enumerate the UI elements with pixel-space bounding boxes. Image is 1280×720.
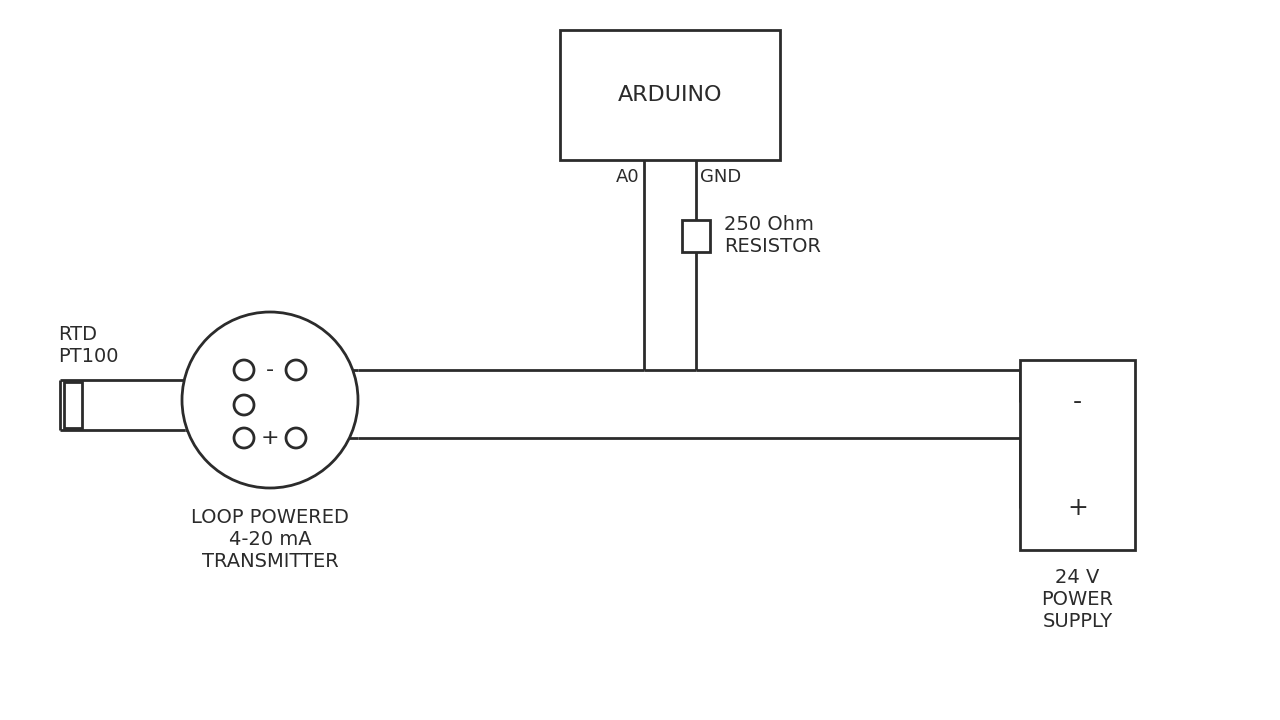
Text: LOOP POWERED
4-20 mA
TRANSMITTER: LOOP POWERED 4-20 mA TRANSMITTER <box>191 508 349 571</box>
Bar <box>1020 360 1135 550</box>
Text: -: - <box>1073 390 1082 414</box>
Text: +: + <box>261 428 279 448</box>
Circle shape <box>234 395 253 415</box>
Text: GND: GND <box>700 168 741 186</box>
Text: +: + <box>1068 496 1088 520</box>
Text: RTD
PT100: RTD PT100 <box>58 325 119 366</box>
Bar <box>561 30 780 160</box>
Bar <box>64 382 82 428</box>
Bar <box>682 220 710 252</box>
Circle shape <box>182 312 358 488</box>
Text: 250 Ohm
RESISTOR: 250 Ohm RESISTOR <box>724 215 822 256</box>
Circle shape <box>234 428 253 448</box>
Circle shape <box>285 428 306 448</box>
Text: ARDUINO: ARDUINO <box>618 85 722 105</box>
Text: 24 V
POWER
SUPPLY: 24 V POWER SUPPLY <box>1042 568 1114 631</box>
Circle shape <box>285 360 306 380</box>
Text: A0: A0 <box>616 168 640 186</box>
Circle shape <box>234 360 253 380</box>
Text: -: - <box>266 360 274 380</box>
